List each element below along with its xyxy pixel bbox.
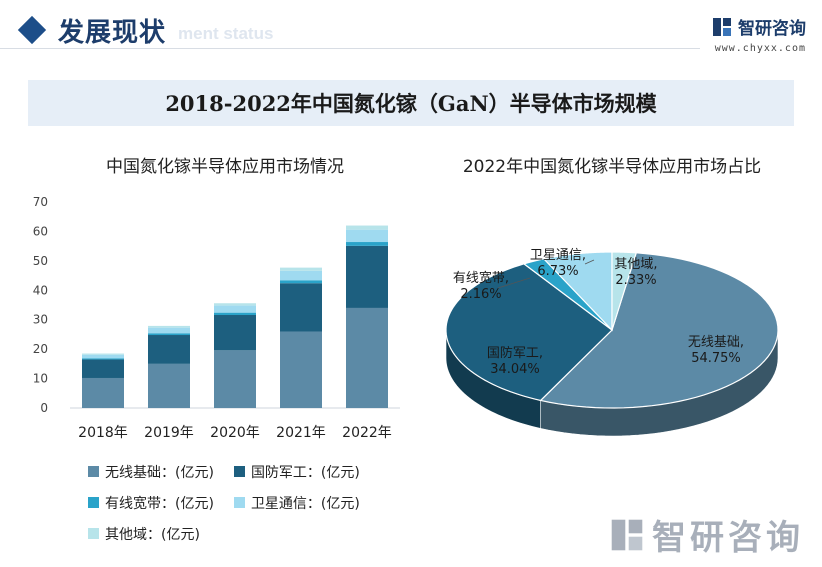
pie-label-name-defense: 国防军工, [487,345,543,361]
bar-segment-wireless-2 [214,350,256,408]
brand-logo-icon [713,17,731,36]
x-tick-label: 2021年 [276,425,326,441]
bar-segment-defense-0 [82,359,124,378]
bar-segment-other-0 [82,353,124,355]
y-tick-label: 70 [33,195,48,209]
bar-segment-broadband-4 [346,242,388,246]
watermark-logo-icon [611,519,643,550]
brand-name: 智研咨询 [738,19,806,39]
bar-chart-title: 中国氮化镓半导体应用市场情况 [106,157,344,177]
bar-segment-other-3 [280,267,322,271]
watermark: 智研咨询 [610,510,804,559]
watermark-text: 智研咨询 [652,518,804,558]
brand-url: www.chyxx.com [714,43,806,54]
bar-segment-wireless-1 [148,363,190,408]
bar-chart-legend: 无线基础：(亿元) 国防军工：(亿元) 有线宽带：(亿元) 卫星通信：(亿元) 其他域：… [88,456,418,549]
bar-segment-defense-3 [280,283,322,332]
legend-item-defense: 国防军工：(亿元) [233,462,360,482]
bar-segment-satellite-3 [280,270,322,281]
x-tick-label: 2022年 [342,425,392,441]
legend-swatch [88,528,99,539]
legend-row: 无线基础：(亿元) 国防军工：(亿元) [88,456,418,487]
y-tick-label: 40 [33,283,48,297]
bar-segment-defense-1 [148,335,190,364]
pie-label-value-broadband: 2.16% [460,287,501,302]
x-tick-label: 2020年 [210,425,260,441]
y-tick-label: 10 [33,372,48,386]
bar-segment-satellite-2 [214,305,256,313]
legend-label: 无线基础：(亿元) [105,464,214,481]
bar-segment-satellite-0 [82,354,124,359]
section-subtitle-ghost: ment status [178,24,274,43]
bar-segment-other-4 [346,225,388,230]
bar-segment-defense-4 [346,245,388,308]
pie-label-name-satellite: 卫星通信, [530,248,586,263]
pie-label-name-other: 其他域, [614,257,657,272]
bar-segment-wireless-0 [82,377,124,408]
y-tick-label: 30 [33,313,48,327]
y-tick-label: 20 [33,342,48,356]
brand-block: 智研咨询 www.chyxx.com [712,14,806,54]
bar-segment-other-1 [148,325,190,328]
pie-label-value-defense: 34.04% [490,362,540,377]
pie-label-name-wireless: 无线基础, [688,335,744,350]
legend-label: 国防军工：(亿元) [250,464,360,481]
pie-slice-wireless [539,252,779,409]
legend-swatch [88,497,99,508]
pie-label-value-satellite: 6.73% [537,264,578,279]
legend-label: 卫星通信：(亿元) [250,495,360,512]
bar-segment-wireless-4 [346,307,388,408]
page-header: 发展现状 ment status 智研咨询 www.chyxx.com [0,0,822,62]
section-title: 发展现状 [58,18,167,48]
bar-segment-broadband-1 [148,333,190,336]
legend-item-satellite: 卫星通信：(亿元) [233,493,360,513]
chart-banner-title: 2018-2022年中国氮化镓（GaN）半导体市场规模 [28,80,794,126]
bar-segment-satellite-1 [148,327,190,334]
pie-label-value-wireless: 54.75% [691,351,741,366]
bar-segment-defense-2 [214,315,256,351]
bar-segment-broadband-2 [214,312,256,316]
legend-item-other: 其他域：(亿元) [88,524,200,544]
bar-segment-broadband-3 [280,280,322,284]
y-tick-label: 0 [40,401,48,415]
pie-slice-broadband [522,258,613,331]
bar-segment-broadband-0 [82,358,124,360]
legend-row: 其他域：(亿元) [88,518,418,549]
header-divider [0,48,700,49]
legend-swatch [233,466,245,477]
pie-chart-title: 2022年中国氮化镓半导体应用市场占比 [463,157,761,177]
x-tick-label: 2019年 [144,425,194,441]
pie-slice-other [611,251,638,331]
legend-swatch [88,466,99,477]
pie-label-name-broadband: 有线宽带, [453,270,509,286]
pie-label-value-other: 2.33% [615,273,656,288]
x-tick-label: 2018年 [78,425,128,441]
legend-item-wireless: 无线基础：(亿元) [88,462,214,482]
leader-line-satellite [584,259,595,265]
bar-segment-wireless-3 [280,331,322,408]
legend-label: 其他域：(亿元) [105,526,200,543]
pie-slice-satellite [542,251,613,332]
y-tick-label: 60 [33,224,48,238]
legend-label: 有线宽带：(亿元) [105,495,214,512]
leader-line-broadband [497,277,531,289]
legend-item-broadband: 有线宽带：(亿元) [88,493,214,513]
bar-segment-other-2 [214,303,256,306]
legend-swatch [233,497,245,508]
y-tick-label: 50 [33,254,48,268]
legend-row: 有线宽带：(亿元) 卫星通信：(亿元) [88,487,418,518]
bar-segment-satellite-4 [346,229,388,243]
pie-slice-defense [445,263,613,402]
